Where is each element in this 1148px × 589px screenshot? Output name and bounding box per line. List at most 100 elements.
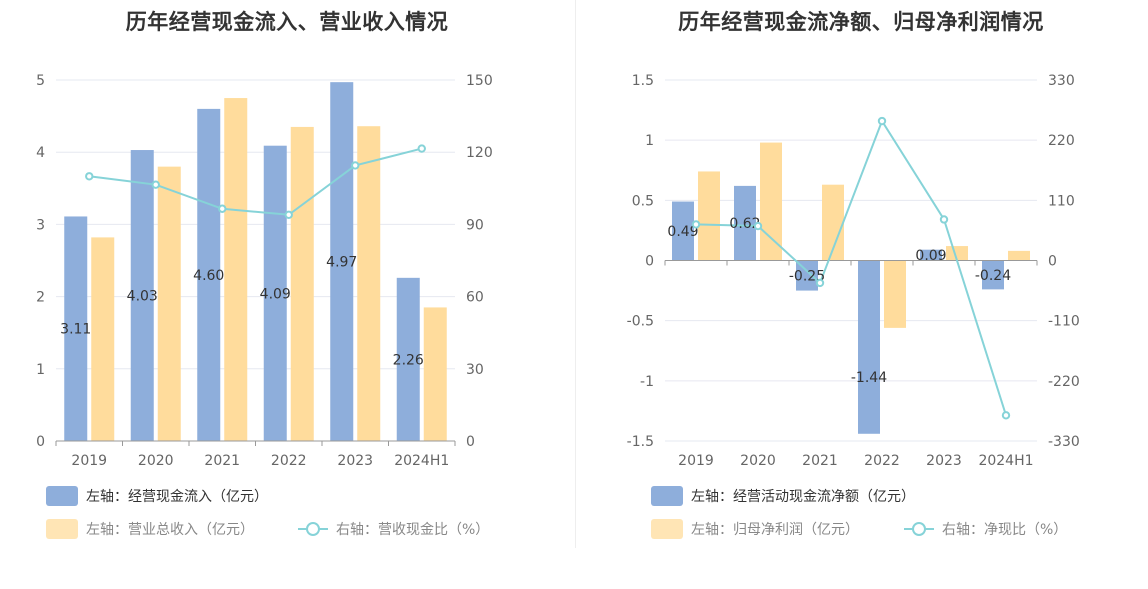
y-right-tick-label: 150: [466, 73, 493, 89]
line-point: [284, 210, 293, 219]
bar-primary: [672, 201, 694, 261]
bar-secondary: [822, 184, 844, 261]
y-right-tick-label: 60: [466, 290, 484, 306]
chart-title: 历年经营现金流净额、归母净利润情况: [678, 10, 1044, 34]
x-category-label: 2023: [337, 453, 373, 469]
bar-secondary: [290, 126, 314, 442]
y-left-tick-label: 4: [36, 145, 45, 161]
bar-primary: [396, 277, 420, 441]
data-label: 0.49: [667, 224, 698, 240]
bar-primary: [734, 185, 756, 261]
y-left-tick-label: 0: [36, 434, 45, 450]
y-right-tick-label: 220: [1048, 133, 1075, 149]
x-category-label: 2019: [678, 453, 714, 469]
line-point: [939, 215, 949, 224]
data-label: 4.09: [260, 286, 291, 302]
bar-secondary: [157, 166, 181, 441]
panel-divider: [575, 0, 576, 548]
line-point: [151, 180, 160, 189]
bar-secondary: [224, 98, 248, 442]
y-left-tick-label: 5: [36, 73, 45, 89]
bar-primary: [858, 260, 880, 434]
line-point: [691, 220, 701, 229]
line-point: [1001, 411, 1011, 420]
chart-canvas-cashflow-revenue: 0 1 2 3 4 5 0 30 60 90 120 150 2019 2020 2021 2022 2023 2…: [36, 73, 493, 539]
y-right-tick-label: 0: [466, 434, 475, 450]
x-category-label: 2024H1: [394, 453, 449, 469]
bar-primary: [130, 150, 154, 441]
x-category-label: 2021: [802, 453, 838, 469]
y-left-tick-label: 1.5: [632, 73, 654, 89]
legend-swatch-primary[interactable]: [651, 486, 683, 506]
bar-primary: [796, 260, 818, 291]
y-left-tick-label: 1: [645, 133, 654, 149]
data-label: 0.62: [729, 216, 760, 232]
data-label: 2.26: [393, 352, 424, 368]
legend-swatch-primary[interactable]: [46, 486, 78, 506]
y-left-tick-label: -1.5: [627, 434, 654, 450]
legend-swatch-secondary[interactable]: [651, 519, 683, 539]
y-right-tick-label: -110: [1048, 314, 1080, 330]
legend-label-secondary: 左轴：归母净利润（亿元）: [691, 521, 859, 538]
x-category-label: 2022: [271, 453, 307, 469]
y-right-tick-label: 30: [466, 362, 484, 378]
data-label: -1.44: [851, 370, 887, 386]
legend-swatch-line-marker: [306, 522, 320, 536]
legend-label-secondary: 左轴：营业总收入（亿元）: [86, 522, 254, 538]
bar-primary: [197, 108, 221, 441]
line-point: [85, 172, 94, 181]
y-right-tick-label: -330: [1048, 434, 1080, 450]
y-left-tick-label: 0.5: [632, 193, 654, 209]
y-left-tick-label: 3: [36, 217, 45, 233]
y-left-tick-label: 1: [36, 362, 45, 378]
bar-secondary: [946, 246, 968, 261]
legend-swatch-secondary[interactable]: [46, 519, 78, 539]
bar-secondary: [91, 237, 115, 441]
data-label: 4.60: [193, 268, 224, 284]
legend-label-primary: 左轴：经营现金流入（亿元）: [86, 489, 268, 505]
bar-secondary: [357, 126, 381, 441]
legend-label-primary: 左轴：经营活动现金流净额（亿元）: [691, 489, 915, 505]
legend-label-line: 右轴：营收现金比（%）: [336, 522, 489, 538]
legend-label-line: 右轴：净现比（%）: [942, 522, 1067, 538]
legend-swatch-line-marker: [912, 522, 926, 536]
x-category-label: 2022: [864, 453, 900, 469]
line-point: [351, 161, 360, 170]
y-left-tick-label: -0.5: [627, 314, 654, 330]
x-category-label: 2024H1: [978, 453, 1033, 469]
line-series: [695, 118, 1007, 416]
bar-primary: [263, 145, 287, 441]
x-category-label: 2023: [926, 453, 962, 469]
x-category-label: 2021: [204, 453, 240, 469]
x-category-label: 2020: [740, 453, 776, 469]
bar-secondary: [698, 171, 720, 261]
bar-primary: [920, 249, 942, 261]
y-right-tick-label: 0: [1048, 254, 1057, 270]
chart-panel-netcash-profit: 历年经营现金流净额、归母净利润情况 1.5 1 0.5 0 -0.5 -1 -1.5 330 2…: [574, 0, 1148, 589]
chart-title: 历年经营现金流入、营业收入情况: [125, 10, 449, 34]
bar-secondary: [423, 307, 447, 441]
y-left-tick-label: 2: [36, 290, 45, 306]
line-point: [753, 221, 763, 231]
x-category-label: 2019: [71, 453, 107, 469]
data-label: 3.11: [60, 322, 91, 338]
y-right-tick-label: 120: [466, 145, 493, 161]
y-right-tick-label: 110: [1048, 193, 1075, 209]
chart-canvas-netcash-profit: 1.5 1 0.5 0 -0.5 -1 -1.5 330 220 110 0 -110 -220 -330…: [627, 73, 1080, 539]
bar-primary: [982, 260, 1004, 290]
bar-secondary: [760, 142, 782, 261]
data-label: 0.09: [915, 248, 946, 264]
data-label: 4.03: [127, 289, 158, 305]
line-point: [815, 278, 825, 288]
chart-panel-cashflow-revenue: 历年经营现金流入、营业收入情况 0 1 2 3 4 5 0 30 60 90 120 150 2019 2…: [36, 10, 493, 539]
y-left-tick-label: 0: [645, 254, 654, 270]
x-category-label: 2020: [138, 453, 174, 469]
line-point: [877, 116, 887, 126]
y-right-tick-label: 330: [1048, 73, 1075, 89]
y-right-tick-label: 90: [466, 217, 484, 233]
line-point: [218, 204, 227, 213]
y-left-tick-label: -1: [640, 374, 654, 390]
bar-primary: [64, 216, 88, 441]
line-series: [89, 147, 422, 216]
data-label: -0.25: [789, 269, 825, 285]
